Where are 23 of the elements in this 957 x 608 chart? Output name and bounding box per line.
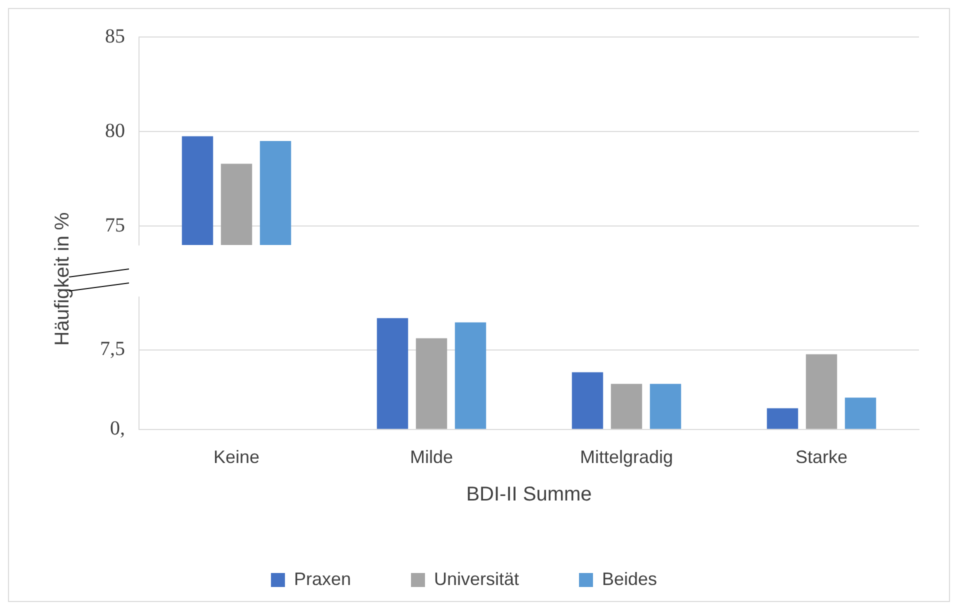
bar xyxy=(844,398,876,429)
x-axis-title: BDI-II Summe xyxy=(466,484,592,506)
bar xyxy=(376,318,408,429)
bar xyxy=(572,372,604,429)
y-axis-title: Häufigkeit in % xyxy=(52,212,74,346)
y-tick-label: 85 xyxy=(105,25,125,48)
y-tick-label: 80 xyxy=(105,120,125,142)
y-tick-label: 7,5 xyxy=(100,338,125,360)
legend-label: Beides xyxy=(602,568,658,589)
x-tick-label: Starke xyxy=(795,447,848,468)
bar xyxy=(454,322,486,429)
bar xyxy=(416,338,448,429)
legend-label: Universität xyxy=(434,568,520,589)
bar xyxy=(650,384,682,429)
bar xyxy=(610,384,642,429)
x-tick-label: Mittelgradig xyxy=(580,447,674,468)
y-tick-label: 75 xyxy=(105,214,125,236)
y-tick-label: 0, xyxy=(110,418,125,440)
x-tick-label: Keine xyxy=(213,447,260,468)
bar xyxy=(806,354,838,429)
legend-label: Praxen xyxy=(294,568,351,589)
bar xyxy=(766,408,798,429)
x-tick-label: Milde xyxy=(410,447,454,468)
